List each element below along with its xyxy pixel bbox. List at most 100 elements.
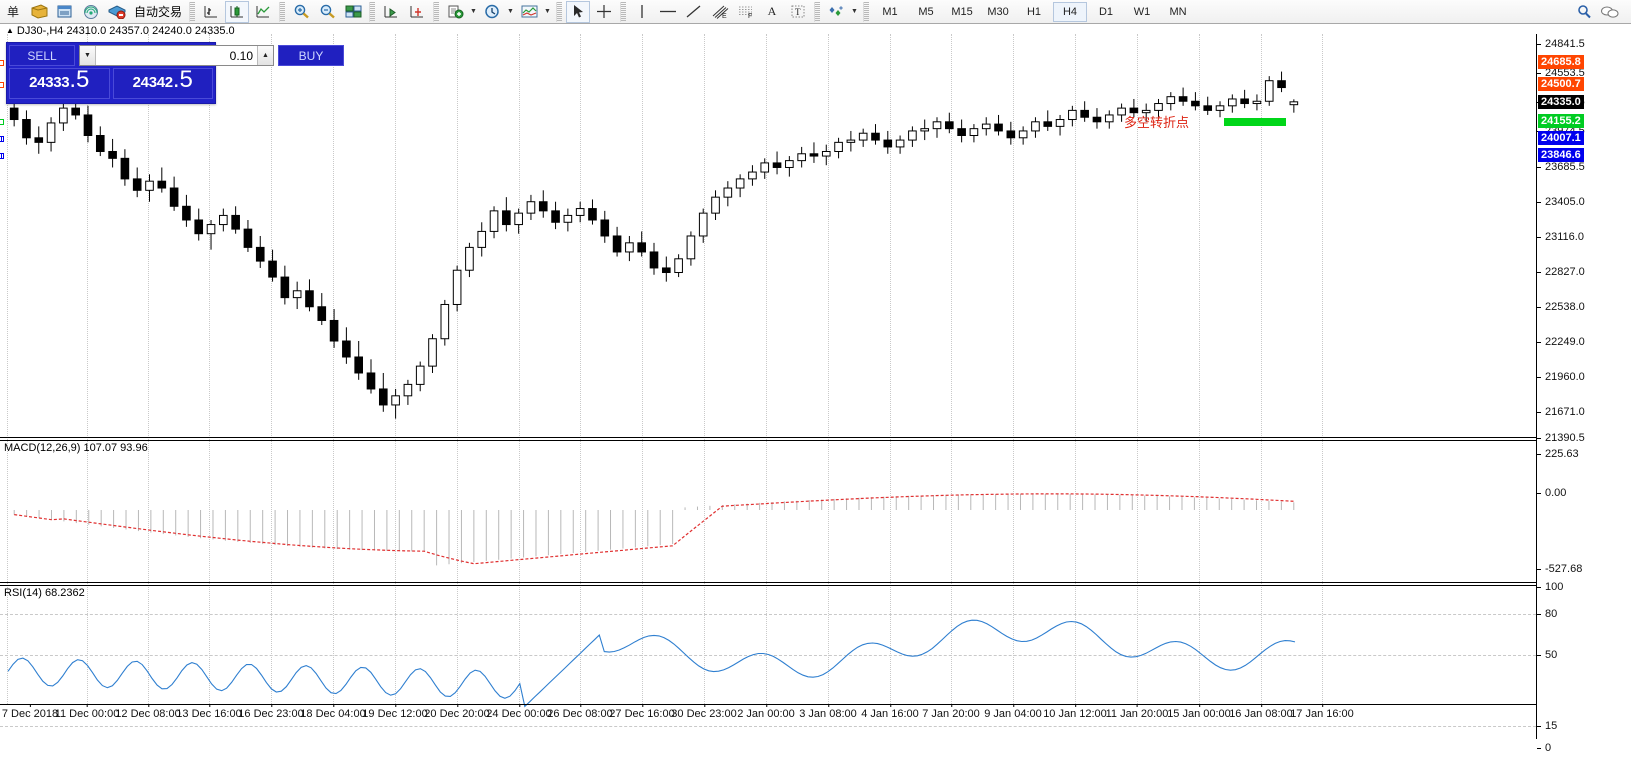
time-gridline — [828, 34, 829, 704]
time-tick: 30 Dec 23:00 — [671, 704, 737, 720]
line-chart-icon[interactable] — [251, 1, 275, 23]
plot-region[interactable]: 多空转折点 MACD(12,26,9) 107.07 93.96 RSI(14)… — [0, 34, 1536, 739]
sell-button[interactable]: SELL — [9, 45, 75, 66]
time-tick: 27 Dec 16:00 — [609, 704, 675, 720]
templates-icon[interactable] — [517, 1, 541, 23]
periods-dropdown-arrow[interactable]: ▼ — [507, 8, 514, 15]
indicators-dropdown-arrow[interactable]: ▼ — [470, 8, 477, 15]
toolbar-separator — [620, 1, 627, 22]
price-label-current[interactable]: 24335.0 — [1538, 95, 1584, 109]
toolbar-separator — [863, 1, 870, 22]
time-gridline — [148, 34, 149, 704]
price-label-24007[interactable]: 24007.1 — [1538, 131, 1584, 145]
macd-indicator-label[interactable]: MACD(12,26,9) 107.07 93.96 — [4, 442, 148, 454]
volume-input[interactable] — [96, 46, 257, 65]
terminal-icon[interactable] — [53, 1, 77, 23]
octp-price-row: 24333.5 24342.5 — [7, 68, 215, 101]
macd-panel-top-border — [0, 437, 1536, 438]
indicators-icon[interactable] — [443, 1, 467, 23]
equidistant-channel-icon[interactable]: E — [708, 1, 732, 23]
macd-tick: -527.68 — [1537, 563, 1582, 575]
price-tick: 24553.5 — [1537, 67, 1585, 79]
support-zone-rectangle[interactable] — [1224, 118, 1286, 126]
autotrading-label[interactable]: 自动交易 — [134, 5, 183, 19]
timeframe-m15[interactable]: M15 — [951, 5, 973, 18]
buy-price-decimal: .5 — [172, 66, 193, 93]
horizontal-line-icon[interactable] — [656, 1, 680, 23]
timeframe-d1[interactable]: D1 — [1098, 5, 1114, 18]
chart-shift-icon[interactable] — [405, 1, 429, 23]
time-tick: 11 Dec 00:00 — [54, 704, 120, 720]
rsi-indicator-label[interactable]: RSI(14) 68.2362 — [4, 587, 85, 599]
timeframe-mn[interactable]: MN — [1169, 5, 1187, 18]
tile-windows-icon[interactable] — [341, 1, 365, 23]
templates-dropdown-arrow[interactable]: ▼ — [544, 8, 551, 15]
toolbar-separator — [279, 1, 286, 22]
crosshair-icon[interactable] — [592, 1, 616, 23]
chart-canvas-area[interactable]: ▲ DJ30-,H4 24310.0 24357.0 24240.0 24335.… — [0, 25, 1631, 774]
price-label-24500[interactable]: 24500.7 — [1538, 77, 1584, 91]
trendline-icon[interactable] — [682, 1, 706, 23]
time-tick: 7 Dec 2018 — [1, 704, 59, 720]
time-tick: 12 Dec 08:00 — [115, 704, 181, 720]
vertical-line-icon[interactable] — [630, 1, 654, 23]
bar-chart-icon[interactable] — [199, 1, 223, 23]
candlestick-series — [9, 71, 1299, 419]
candlestick-chart-icon[interactable] — [225, 0, 250, 23]
price-tick: 21960.0 — [1537, 371, 1585, 383]
timeframe-m5[interactable]: M5 — [918, 5, 934, 18]
price-label-23846[interactable]: 23846.6 — [1538, 148, 1584, 162]
toolbar-separator — [189, 1, 196, 22]
time-tick: 13 Dec 16:00 — [176, 704, 242, 720]
price-tick: 22827.0 — [1537, 266, 1585, 278]
auto-scroll-icon[interactable] — [379, 1, 403, 23]
rsi-panel-top-border2 — [0, 585, 1536, 586]
timeframe-m1[interactable]: M1 — [882, 5, 898, 18]
new-order-icon[interactable]: 单 — [1, 1, 25, 23]
price-label-24685[interactable]: 24685.8 — [1538, 55, 1584, 69]
buy-button[interactable]: BUY — [278, 45, 344, 66]
text-icon[interactable]: A — [767, 4, 777, 18]
timeframe-w1[interactable]: W1 — [1133, 5, 1151, 18]
collapse-arrow-icon[interactable]: ▲ — [6, 26, 14, 35]
zoom-out-icon[interactable] — [315, 1, 339, 23]
macd-tick: 0.00 — [1537, 487, 1566, 499]
price-axis[interactable]: 24841.5 24553.5 24263.5 23974.5 23685.5 … — [1536, 34, 1631, 754]
signal-icon[interactable] — [79, 1, 103, 23]
time-tick: 17 Jan 16:00 — [1290, 704, 1354, 720]
symbol-ohlc-line: ▲ DJ30-,H4 24310.0 24357.0 24240.0 24335.… — [6, 25, 235, 37]
timeframe-h1[interactable]: H1 — [1026, 5, 1042, 18]
macd-tick: 225.63 — [1537, 448, 1579, 460]
time-gridline — [580, 34, 581, 704]
volume-increment-button[interactable]: ▲ — [257, 46, 273, 65]
search-icon[interactable] — [1572, 1, 1596, 23]
sell-price-display[interactable]: 24333.5 — [9, 68, 110, 99]
one-click-trading-panel[interactable]: SELL ▼ ▲ BUY 24333.5 24342.5 — [6, 42, 344, 104]
text-label-icon[interactable]: T — [786, 1, 810, 23]
time-gridline — [1199, 34, 1200, 704]
cursor-icon[interactable] — [566, 0, 591, 23]
zoom-in-icon[interactable] — [289, 1, 313, 23]
autotrading-icon[interactable] — [105, 1, 129, 23]
price-tick: 22249.0 — [1537, 336, 1585, 348]
objects-icon[interactable] — [824, 1, 848, 23]
time-gridline — [1137, 34, 1138, 704]
volume-stepper[interactable]: ▼ ▲ — [79, 45, 274, 66]
periods-clock-icon[interactable] — [480, 1, 504, 23]
timeframe-h4[interactable]: H4 — [1053, 1, 1088, 22]
chart-annotation-text[interactable]: 多空转折点 — [1124, 116, 1190, 131]
time-gridline — [7, 34, 8, 704]
time-tick: 15 Jan 00:00 — [1167, 704, 1231, 720]
time-gridline — [1322, 34, 1323, 704]
volume-decrement-button[interactable]: ▼ — [80, 46, 96, 65]
objects-dropdown-arrow[interactable]: ▼ — [851, 8, 858, 15]
time-gridline — [951, 34, 952, 704]
rsi-level-15 — [0, 726, 1536, 727]
chat-icon[interactable] — [1598, 1, 1622, 23]
buy-price-display[interactable]: 24342.5 — [112, 66, 213, 99]
timeframe-m30[interactable]: M30 — [987, 5, 1009, 18]
price-label-24155[interactable]: 24155.2 — [1538, 114, 1584, 128]
toolbar-separator — [814, 1, 821, 22]
wallet-icon[interactable] — [27, 1, 51, 23]
fibonacci-retracement-icon[interactable]: F — [734, 1, 758, 23]
